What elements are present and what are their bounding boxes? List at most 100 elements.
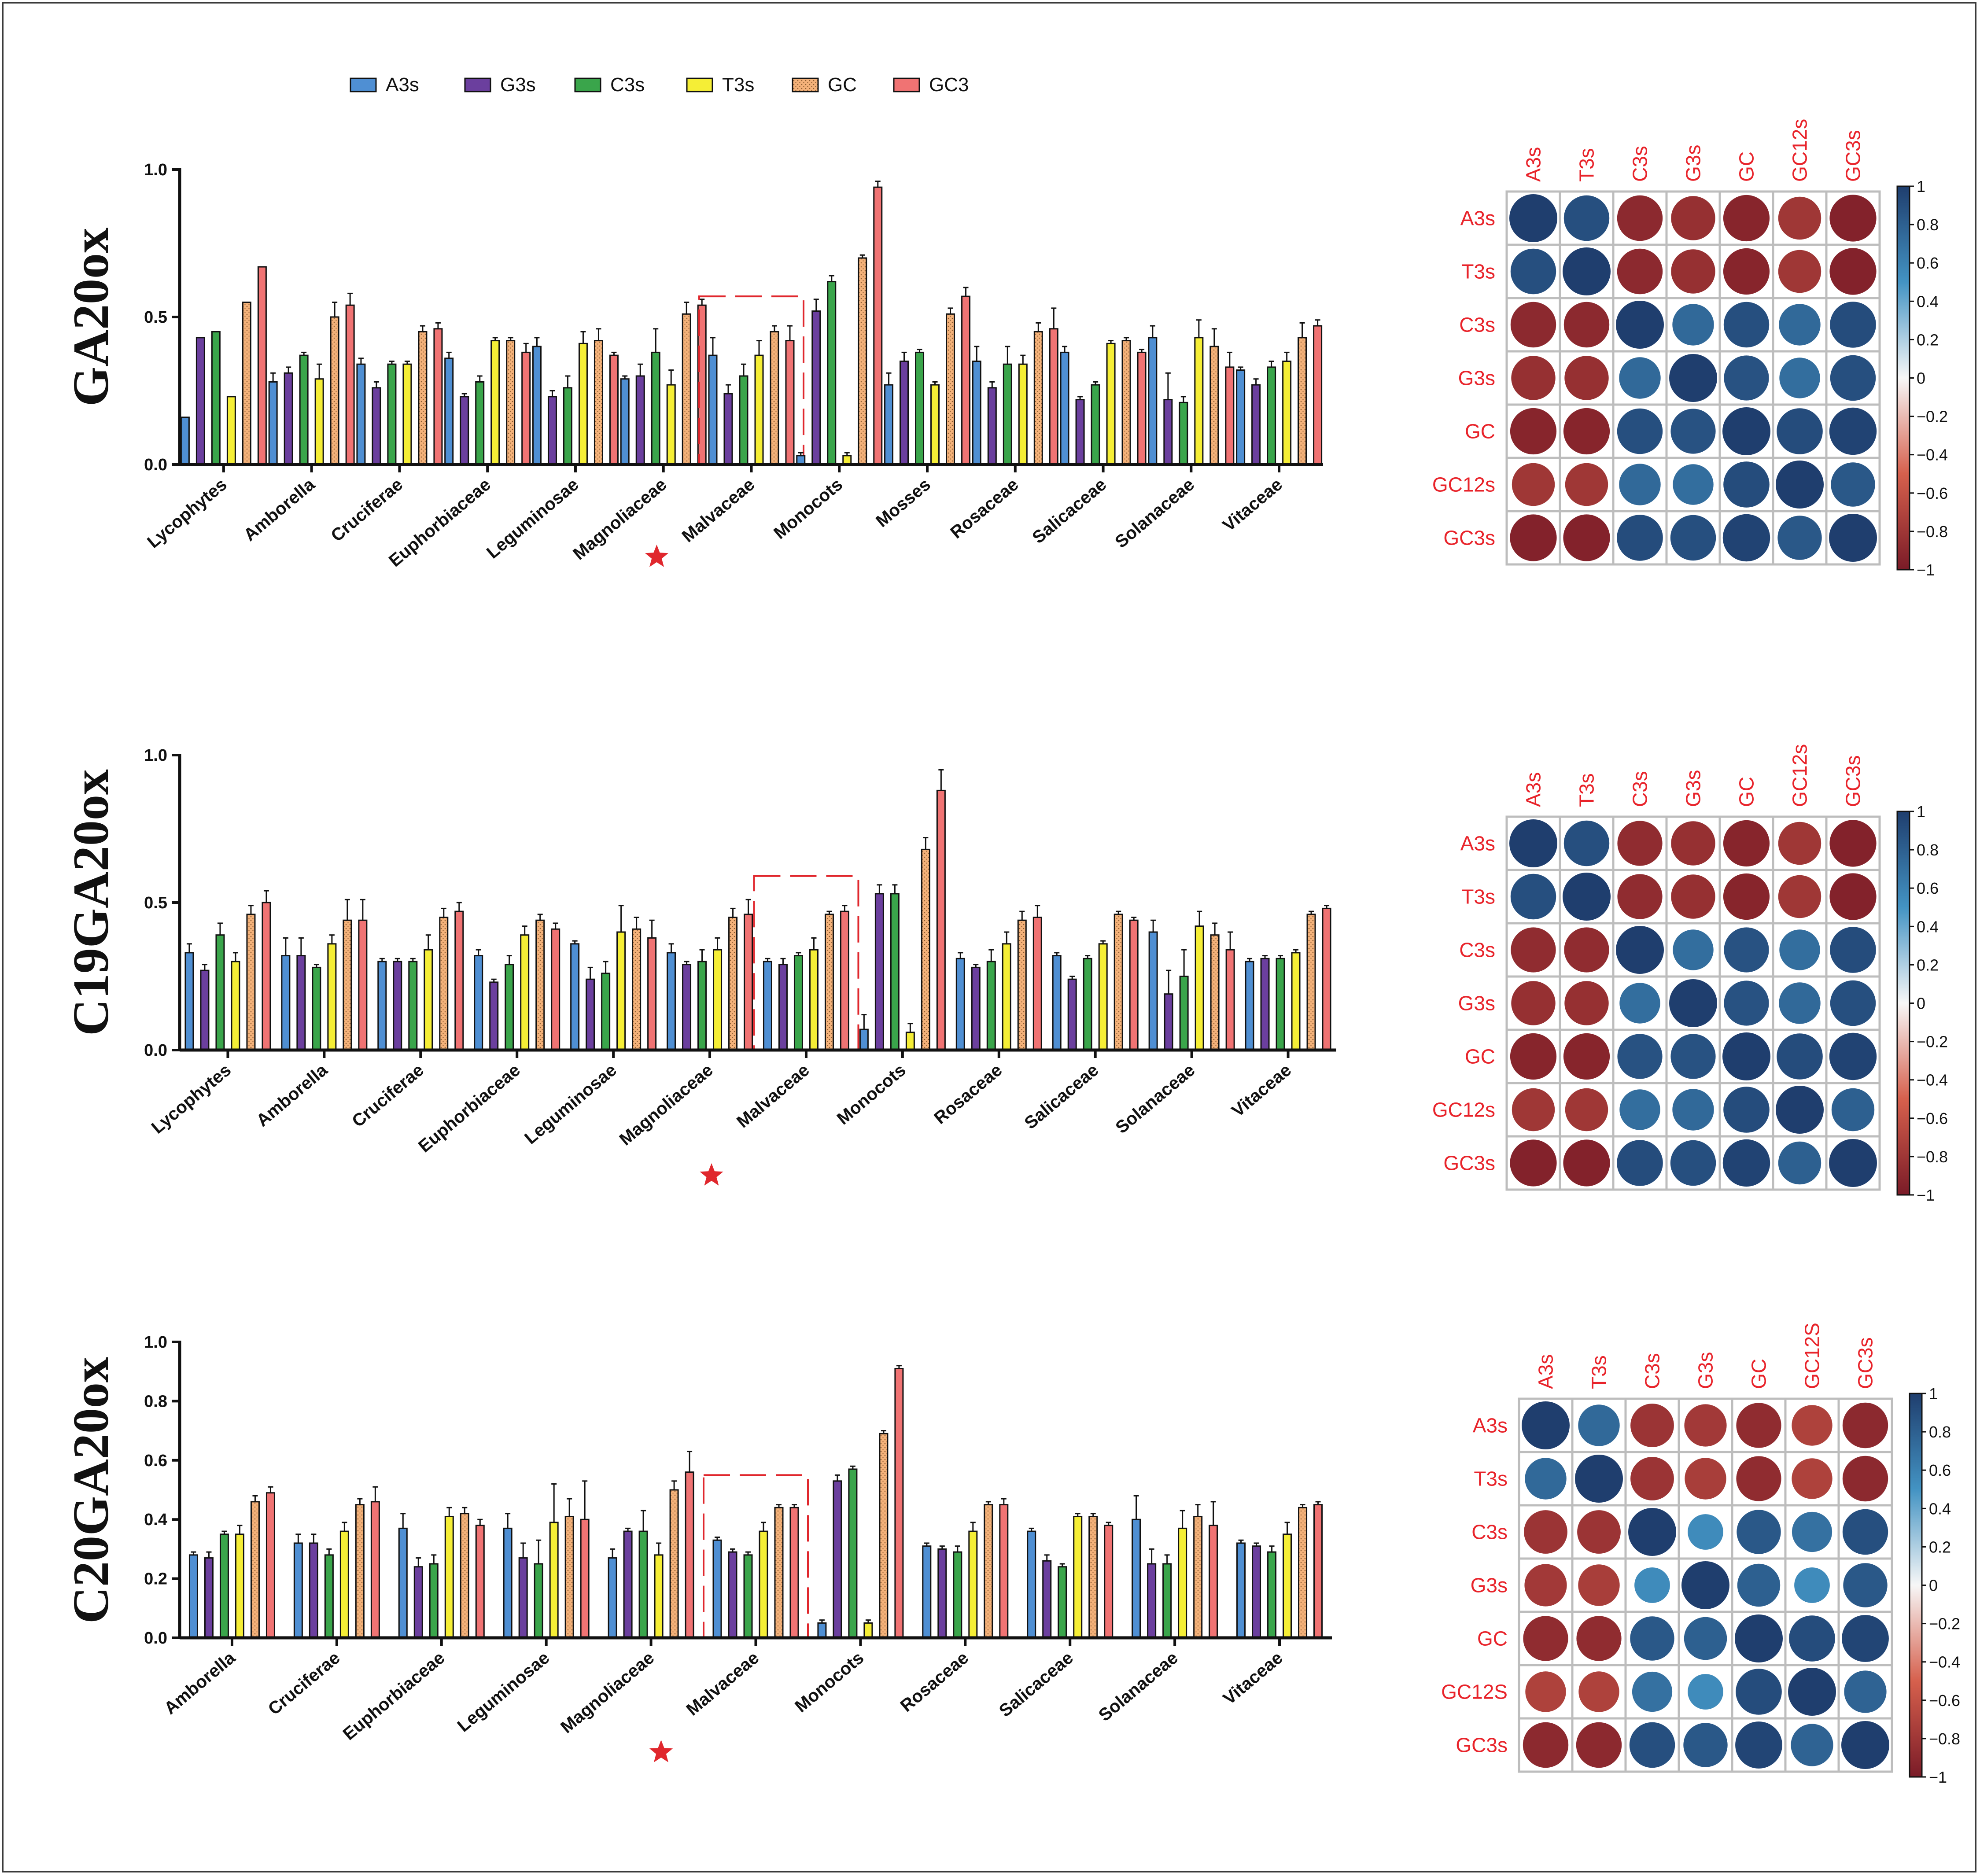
correlation-circle [1830, 980, 1876, 1026]
colorbar-tick-label: 0.8 [1929, 1423, 1951, 1441]
column-label: G3s [1682, 145, 1705, 182]
bar-t3s [666, 384, 676, 465]
correlation-circle [1577, 1510, 1621, 1554]
correlation-circle [1683, 1723, 1728, 1767]
category-label: Lycophytes [144, 475, 230, 552]
bar-t3s [654, 1554, 664, 1639]
bar-g3s [723, 393, 733, 465]
correlation-circle [1617, 1140, 1663, 1186]
correlation-circle [1842, 1402, 1888, 1448]
bar-c3s [1003, 363, 1012, 465]
correlation-circle [1617, 195, 1663, 241]
y-tick-label: 0.0 [144, 1041, 167, 1060]
bar-gc3 [475, 1525, 485, 1639]
correlation-circle [1778, 875, 1821, 918]
correlation-circle [1779, 358, 1820, 398]
bar-t3s [759, 1530, 768, 1639]
bar-a3s [293, 1542, 303, 1639]
y-tick-label: 0.6 [144, 1452, 167, 1470]
category-label: Rosaceae [930, 1060, 1006, 1128]
y-tick-label: 1.0 [144, 1333, 167, 1352]
bar-gc3 [1032, 917, 1042, 1051]
bar-gc [1209, 346, 1219, 465]
y-tick-label: 0.0 [144, 1629, 167, 1647]
correlation-circle [1632, 1671, 1673, 1712]
correlation-circle [1830, 302, 1876, 348]
category-label: Vitaceae [1228, 1060, 1295, 1121]
bar-gc [535, 919, 545, 1051]
correlation-circle [1672, 1089, 1714, 1131]
bar-c3s [211, 331, 221, 465]
correlation-circle [1789, 1615, 1835, 1662]
correlation-circle [1843, 1563, 1888, 1607]
bar-gc [330, 316, 339, 465]
bar-t3s [549, 1522, 559, 1639]
colorbar-tick-label: −0.6 [1929, 1692, 1960, 1710]
bar-t3s [1194, 337, 1204, 465]
bar-g3s [200, 969, 210, 1051]
correlation-circle [1778, 822, 1821, 865]
correlation-circle [1723, 302, 1770, 348]
bar-c3s [1091, 384, 1100, 465]
category-label: Leguminosae [521, 1060, 620, 1148]
bar-t3s [1018, 363, 1028, 465]
red-star-icon [649, 1740, 673, 1762]
legend-label-gc: GC [828, 74, 857, 96]
correlation-circle [1792, 1511, 1833, 1552]
correlation-circle [1830, 355, 1876, 401]
highlight-dashed-box [703, 1474, 809, 1639]
bar-gc3 [433, 328, 443, 465]
row-label: G3s [1471, 1574, 1508, 1597]
colorbar-tick-label: −0.8 [1929, 1730, 1960, 1748]
correlation-circle [1841, 1721, 1889, 1769]
bar-gc [1298, 337, 1307, 465]
bar-a3s [1236, 369, 1246, 465]
y-tick-label: 0.8 [144, 1392, 167, 1411]
bar-a3s [1027, 1530, 1036, 1639]
bar-t3s [578, 343, 588, 465]
bar-c3s [827, 281, 837, 465]
row-label: A3s [1460, 207, 1495, 230]
bar-gc3 [262, 902, 271, 1051]
bar-gc3 [345, 304, 355, 465]
category-label: Malvaceae [733, 1060, 813, 1131]
correlation-circle [1684, 1617, 1727, 1660]
correlation-circle [1669, 354, 1717, 402]
bar-gc [1017, 919, 1027, 1051]
bar-a3s [188, 1554, 198, 1639]
row-label: A3s [1460, 832, 1495, 855]
row-label: GC12S [1441, 1681, 1508, 1703]
column-label: C3s [1641, 1353, 1664, 1389]
correlation-circle [1617, 1034, 1663, 1079]
bar-gc3 [1322, 907, 1331, 1051]
column-label: GC3s [1854, 1337, 1877, 1389]
correlation-circle [1777, 1033, 1823, 1080]
category-label: Cruciferae [265, 1648, 344, 1719]
column-label: GC [1748, 1359, 1770, 1389]
red-star-icon [645, 545, 669, 567]
bar-c3s [219, 1533, 229, 1639]
bar-c3s [743, 1554, 753, 1639]
bar-g3s [1251, 384, 1261, 465]
bar-c3s [387, 363, 397, 465]
bar-a3s [281, 955, 291, 1051]
correlation-circle [1671, 821, 1715, 866]
category-label: Monocots [833, 1060, 910, 1128]
bar-g3s [1252, 1545, 1261, 1639]
correlation-circle [1737, 1563, 1781, 1607]
bar-c3s [299, 354, 309, 465]
correlation-circle [1688, 1514, 1723, 1550]
correlation-circle [1779, 304, 1821, 346]
category-label: Leguminosae [454, 1648, 553, 1736]
correlation-circle [1619, 1089, 1660, 1130]
bar-c3s [534, 1563, 543, 1639]
bar-gc [418, 331, 428, 465]
category-label: Monocots [791, 1648, 867, 1716]
y-tick-label: 0.4 [144, 1511, 167, 1529]
y-tick-label: 0.2 [144, 1570, 167, 1589]
correlation-matrix-c20ga20ox: A3s T3s C3s G3s GC GC12S GC3s A3s T3s C3s G3s GC GC1… [1441, 1323, 1960, 1786]
bar-gc3 [685, 1471, 694, 1639]
bar-a3s [1236, 1542, 1246, 1639]
correlation-circle [1778, 1141, 1821, 1185]
bar-gc3 [1209, 1525, 1218, 1639]
